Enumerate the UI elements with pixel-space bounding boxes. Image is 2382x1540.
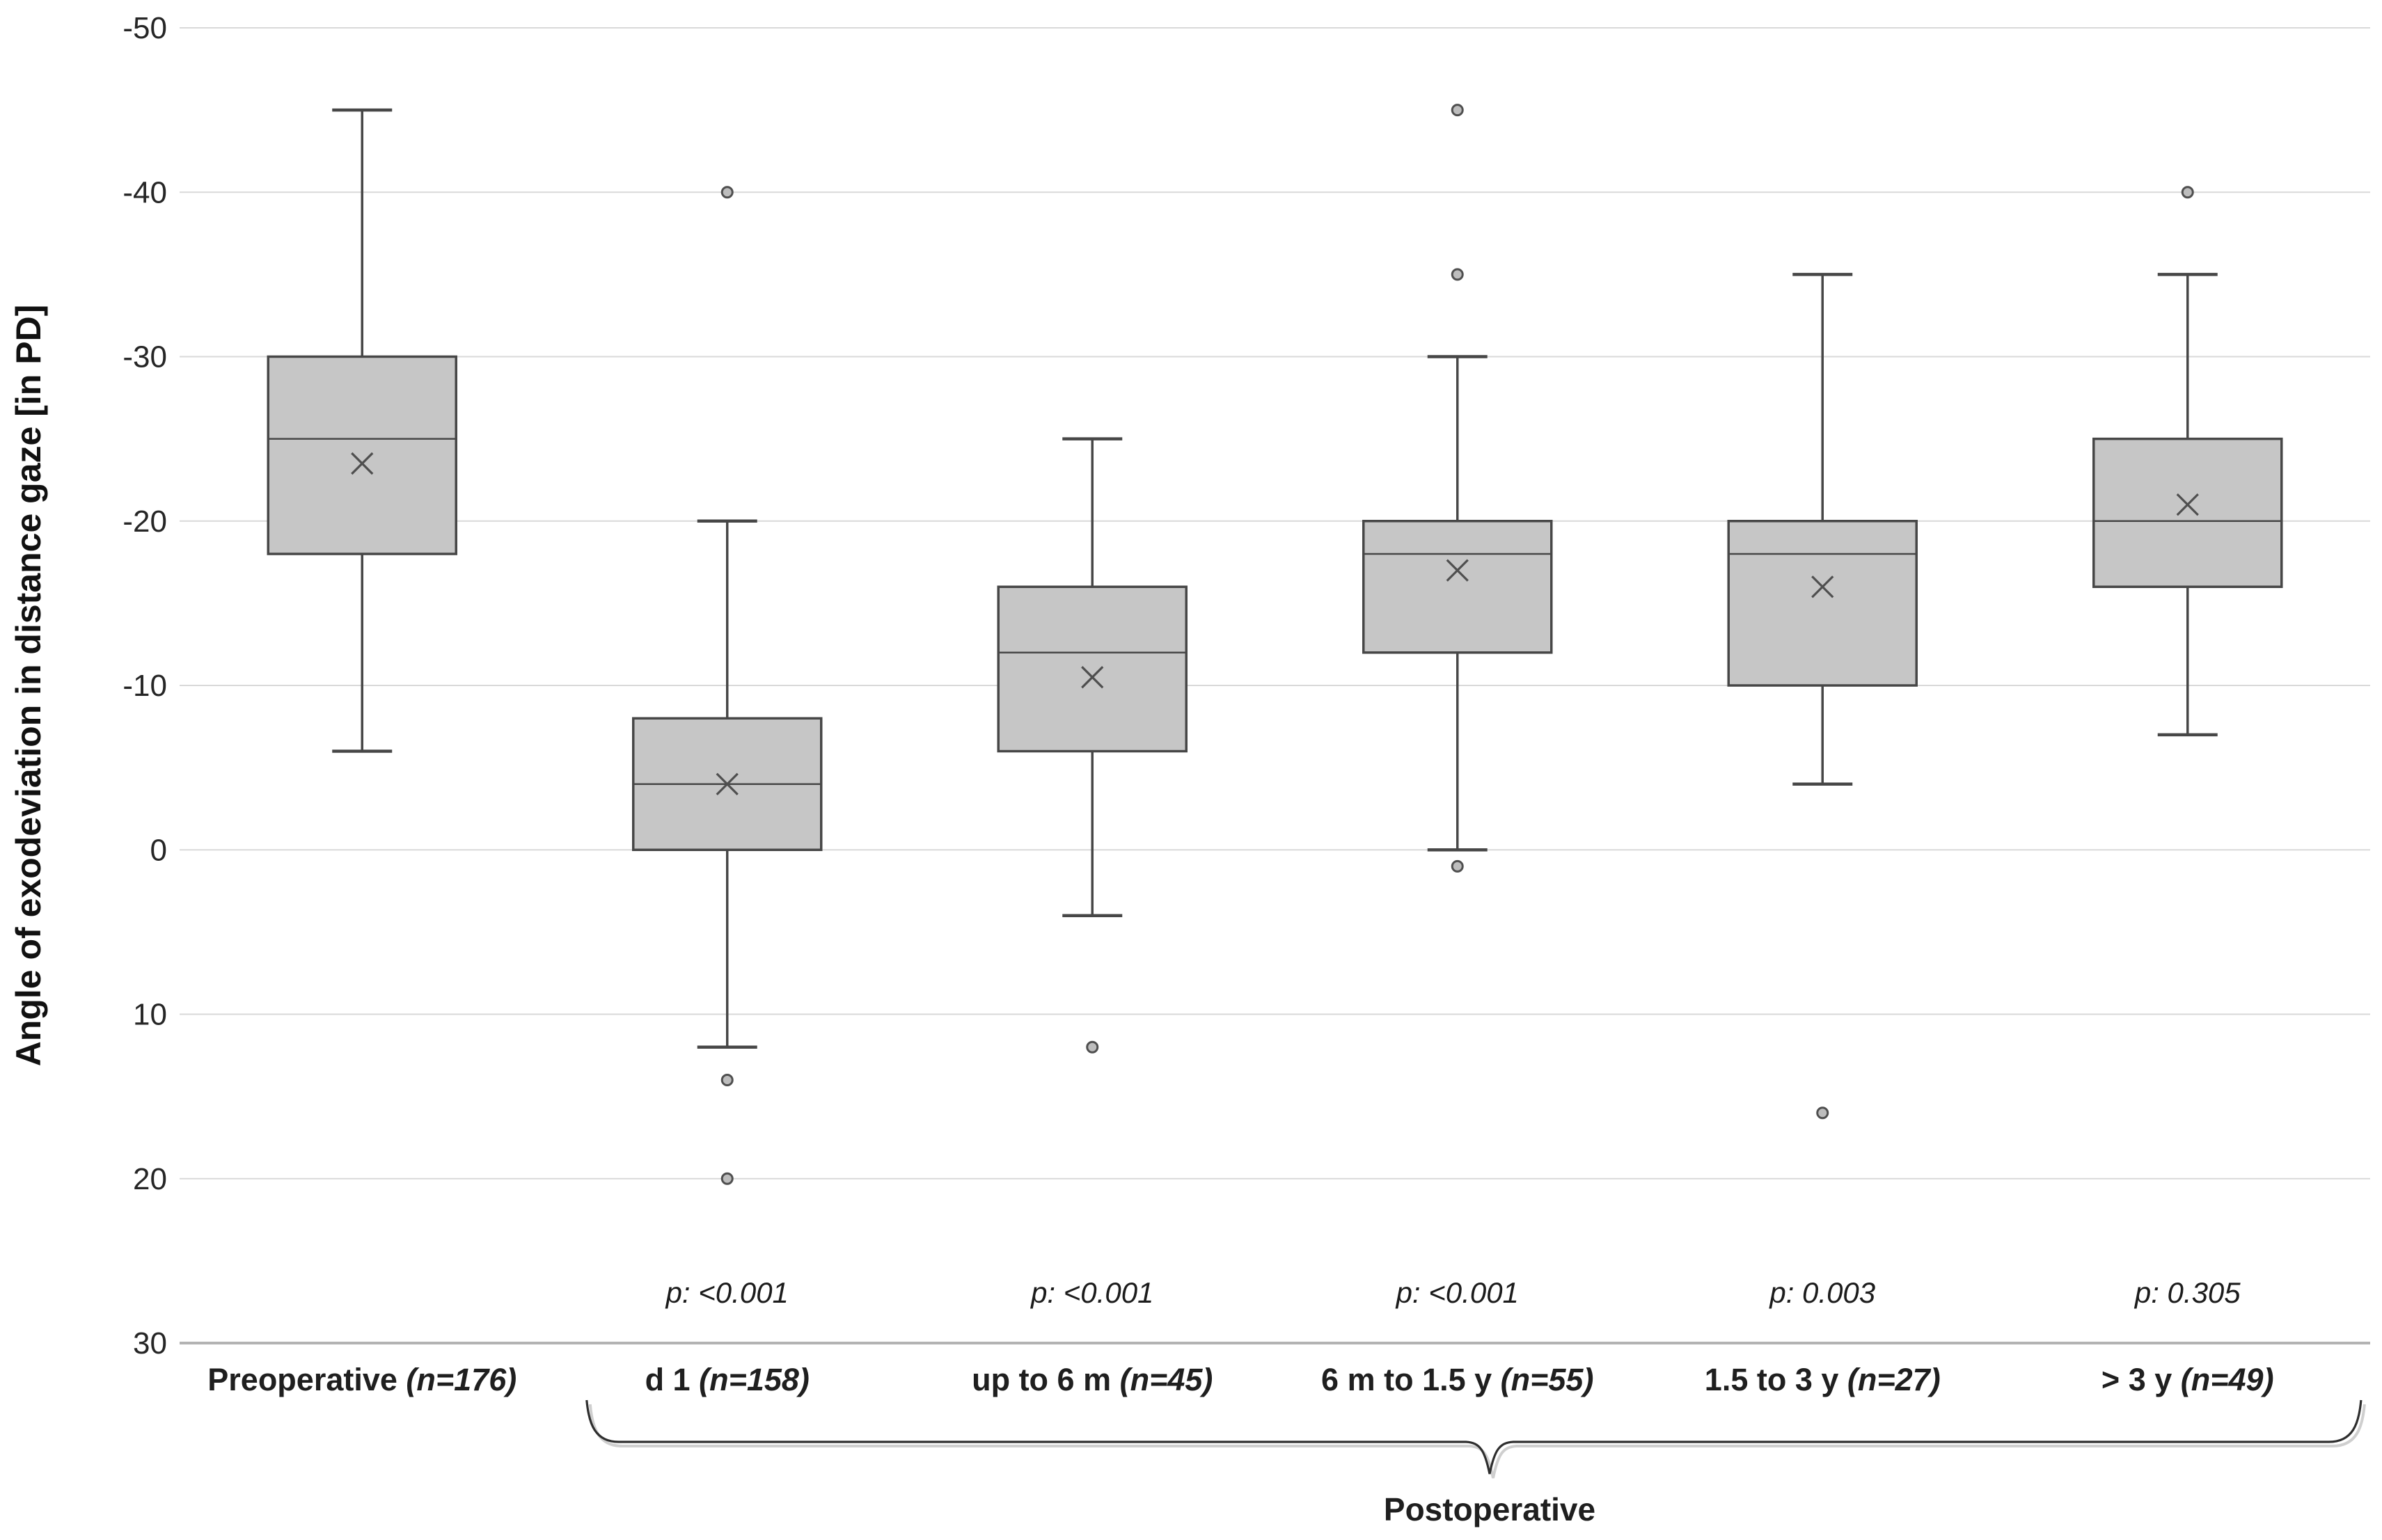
p-value-label-3: p: <0.001 bbox=[1395, 1276, 1519, 1309]
y-tick-label--30: -30 bbox=[123, 340, 167, 374]
mean-x-marker bbox=[1081, 666, 1104, 689]
y-tick-label-0: 0 bbox=[150, 833, 167, 867]
y-tick-label-30: 30 bbox=[133, 1326, 167, 1360]
y-tick-label--20: -20 bbox=[123, 505, 167, 539]
y-tick-labels-layer: -50 -40 -30 -20 -10 0 10 20 30 bbox=[123, 11, 167, 1360]
category-label-0: Preoperative (n=176) bbox=[207, 1362, 516, 1397]
gridlines-layer bbox=[180, 27, 2370, 1344]
category-label-main: up to 6 m bbox=[972, 1362, 1120, 1397]
category-label-n: (n=158) bbox=[699, 1362, 810, 1397]
iqr-box bbox=[267, 355, 457, 555]
category-label-main: Preoperative bbox=[207, 1362, 406, 1397]
outlier-point bbox=[1451, 859, 1464, 873]
brace-shadow bbox=[588, 1404, 2366, 1479]
y-tick-label-10: 10 bbox=[133, 998, 167, 1032]
p-value-label-5: p: 0.305 bbox=[2133, 1276, 2241, 1309]
outlier-point bbox=[1451, 268, 1464, 281]
box-group-5 bbox=[2092, 186, 2283, 737]
p-value-label-1: p: <0.001 bbox=[665, 1276, 789, 1309]
annotations-layer: Preoperative (n=176) p: <0.001 d 1 (n=158)… bbox=[207, 1276, 2273, 1397]
outlier-point bbox=[720, 1074, 734, 1086]
category-label-main: 6 m to 1.5 y bbox=[1321, 1362, 1501, 1397]
p-value-label-2: p: <0.001 bbox=[1030, 1276, 1153, 1309]
outlier-point bbox=[2181, 186, 2194, 199]
category-label-main: > 3 y bbox=[2101, 1362, 2181, 1397]
category-label-5: > 3 y (n=49) bbox=[2101, 1362, 2274, 1397]
category-label-n: (n=55) bbox=[1501, 1362, 1594, 1397]
y-axis-title: Angle of exodeviation in distance gaze [… bbox=[9, 305, 48, 1067]
box-group-0 bbox=[267, 108, 457, 753]
box-group-2 bbox=[997, 437, 1188, 1054]
mean-x-marker bbox=[351, 452, 374, 475]
postoperative-label: Postoperative bbox=[1384, 1491, 1595, 1527]
y-tick-label--10: -10 bbox=[123, 669, 167, 703]
iqr-box bbox=[1727, 520, 1918, 687]
y-tick-label--50: -50 bbox=[123, 11, 167, 45]
outlier-point bbox=[720, 1172, 734, 1185]
category-label-1: d 1 (n=158) bbox=[645, 1362, 810, 1397]
iqr-box bbox=[997, 585, 1188, 753]
mean-x-marker bbox=[716, 772, 739, 795]
outlier-point bbox=[1086, 1040, 1099, 1054]
box-group-3 bbox=[1362, 104, 1553, 873]
postoperative-brace bbox=[585, 1399, 2363, 1475]
category-label-n: (n=45) bbox=[1120, 1362, 1213, 1397]
p-value-label-4: p: 0.003 bbox=[1768, 1276, 1875, 1309]
category-label-4: 1.5 to 3 y (n=27) bbox=[1705, 1362, 1941, 1397]
outlier-point bbox=[1451, 104, 1464, 117]
category-label-main: 1.5 to 3 y bbox=[1705, 1362, 1847, 1397]
mean-x-marker bbox=[1446, 559, 1469, 582]
y-tick-label--40: -40 bbox=[123, 175, 167, 209]
box-group-4 bbox=[1727, 273, 1918, 1120]
mean-x-marker bbox=[1811, 575, 1834, 598]
box-group-1 bbox=[632, 186, 823, 1185]
outlier-point bbox=[720, 186, 734, 199]
category-label-n: (n=49) bbox=[2181, 1362, 2274, 1397]
category-label-n: (n=176) bbox=[406, 1362, 516, 1397]
y-tick-label-20: 20 bbox=[133, 1162, 167, 1196]
outlier-point bbox=[1816, 1106, 1829, 1120]
category-label-3: 6 m to 1.5 y (n=55) bbox=[1321, 1362, 1593, 1397]
iqr-box bbox=[2092, 437, 2283, 588]
iqr-box bbox=[1362, 520, 1553, 654]
mean-x-marker bbox=[2176, 493, 2199, 516]
box-series-layer bbox=[267, 104, 2283, 1185]
category-label-n: (n=27) bbox=[1847, 1362, 1941, 1397]
category-label-2: up to 6 m (n=45) bbox=[972, 1362, 1213, 1397]
postoperative-brace-group: Postoperative bbox=[585, 1399, 2366, 1527]
category-label-main: d 1 bbox=[645, 1362, 700, 1397]
